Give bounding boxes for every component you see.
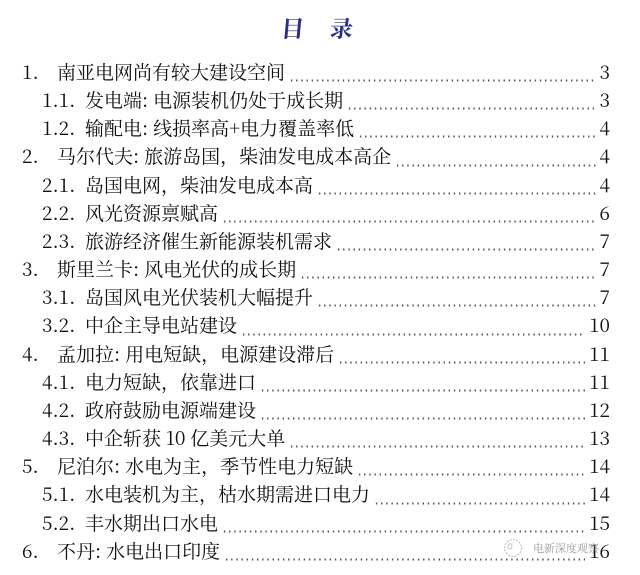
svg-text:电新深度观察: 电新深度观察: [533, 540, 599, 556]
